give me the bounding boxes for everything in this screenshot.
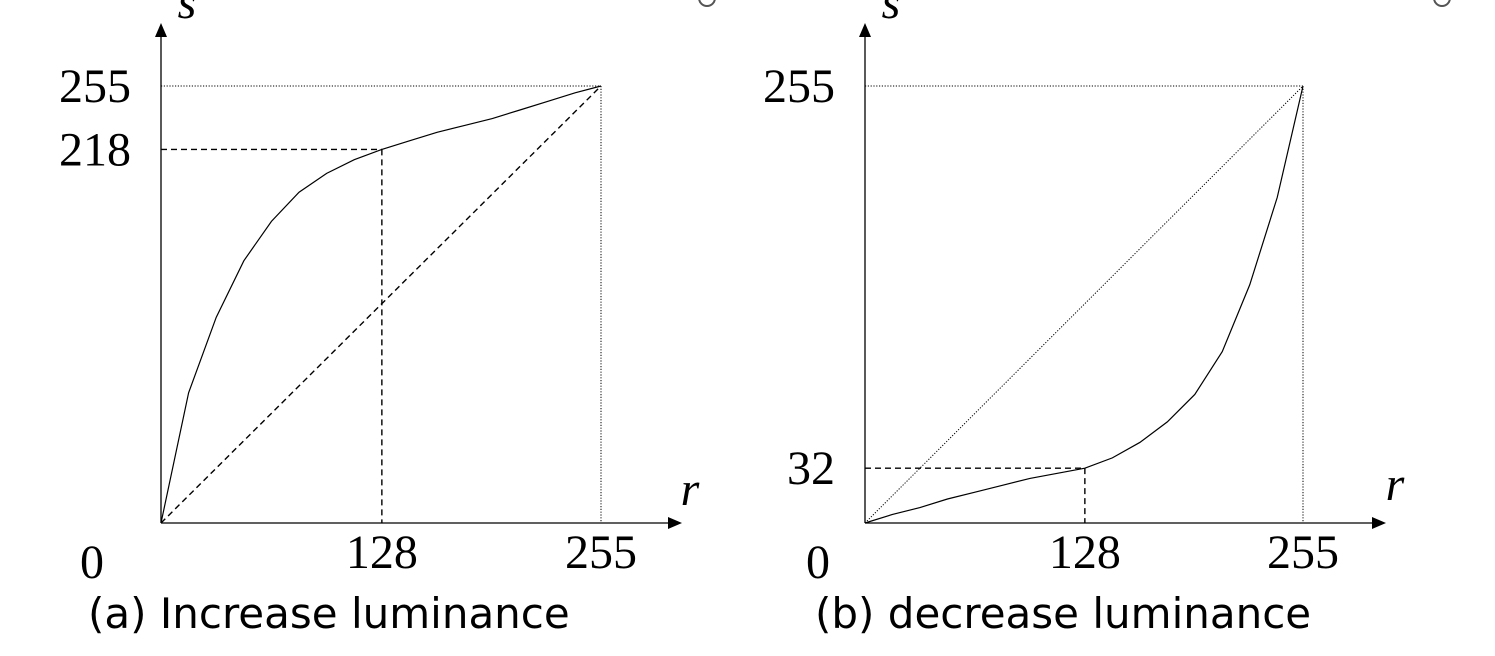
y-axis-label: s [178,0,197,29]
y-axis-arrow-icon [155,23,167,37]
origin-label: 0 [80,536,104,589]
y-axis-arrow-icon [859,23,871,37]
x-axis-arrow-icon [668,517,682,529]
y-axis-label: s [882,0,901,29]
y-tick-label: 218 [59,123,131,176]
corner-ring-icon [698,0,716,7]
x-tick-label: 255 [1267,526,1339,579]
origin-label: 0 [806,536,830,589]
panel-caption: (b) decrease luminance [815,589,1311,638]
x-tick-label: 255 [565,526,637,579]
y-tick-label: 255 [763,60,835,113]
identity-line [160,85,602,524]
y-tick-label: 32 [787,442,835,495]
x-axis-label: r [681,463,700,516]
x-tick-label: 128 [346,526,418,579]
x-axis-label: r [1386,458,1405,511]
identity-line [864,85,1304,524]
corner-ring-icon [1433,0,1451,7]
x-axis-arrow-icon [1372,517,1386,529]
panel-caption: (a) Increase luminance [88,589,570,638]
x-tick-label: 128 [1049,526,1121,579]
transform-curve [864,85,1304,524]
y-tick-label: 255 [59,60,131,113]
